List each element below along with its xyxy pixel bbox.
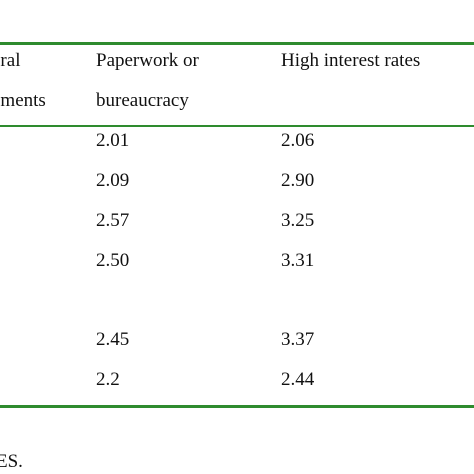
table-cell-row1-interest: 2.06 [281, 130, 315, 151]
table-cell-row7-paperwork: 2.2 [96, 369, 120, 390]
top-rule [0, 42, 474, 45]
header-col-a-line-1: eral [0, 50, 21, 71]
table-cell-row7-interest: 2.44 [281, 369, 315, 390]
table-cell-row3-interest: 3.25 [281, 210, 315, 231]
header-interest-rates: High interest rates [281, 50, 421, 71]
table-cell-row3-paperwork: 2.57 [96, 210, 130, 231]
table-cell-row4-interest: 3.31 [281, 250, 315, 271]
table-cell-row2-interest: 2.90 [281, 170, 315, 191]
table-cell-row6-interest: 3.37 [281, 329, 315, 350]
table-cell-row2-paperwork: 2.09 [96, 170, 130, 191]
header-paperwork-line-2: bureaucracy [96, 90, 189, 111]
table-cell-row6-paperwork: 2.45 [96, 329, 130, 350]
header-col-a-line-2: ements [0, 90, 46, 111]
table-cell-row4-paperwork: 2.50 [96, 250, 130, 271]
bottom-rule [0, 405, 474, 408]
header-paperwork-line-1: Paperwork or [96, 50, 199, 71]
table-cell-row1-paperwork: 2.01 [96, 130, 130, 151]
table-footnote: ES. [0, 451, 23, 472]
header-rule [0, 125, 474, 127]
